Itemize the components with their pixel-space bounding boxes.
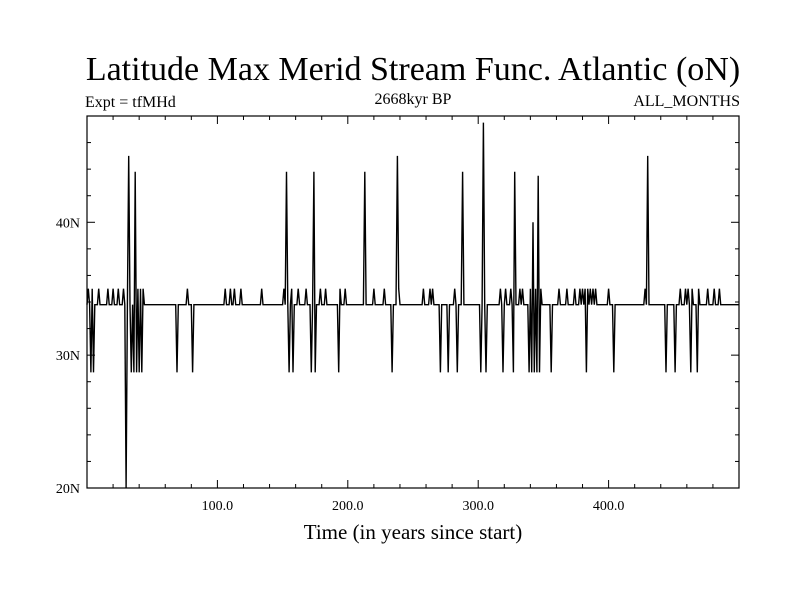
x-axis-label: Time (in years since start) bbox=[304, 520, 523, 544]
y-tick-label: 40N bbox=[56, 216, 80, 231]
chart-title: Latitude Max Merid Stream Func. Atlantic… bbox=[86, 51, 740, 88]
months-label: ALL_MONTHS bbox=[633, 93, 740, 110]
x-tick-label: 400.0 bbox=[593, 499, 625, 514]
x-tick-label: 300.0 bbox=[462, 499, 494, 514]
axis-ticks bbox=[87, 116, 739, 488]
y-tick-label: 20N bbox=[56, 482, 80, 497]
axis-tick-labels: 100.0 200.0 300.0 400.0 20N 30N 40N bbox=[56, 216, 624, 514]
x-tick-label: 100.0 bbox=[202, 499, 234, 514]
experiment-label: Expt = tfMHd bbox=[85, 94, 176, 111]
x-tick-label: 200.0 bbox=[332, 499, 364, 514]
y-tick-label: 30N bbox=[56, 349, 80, 364]
period-label: 2668kyr BP bbox=[375, 91, 452, 108]
stream-function-latitude-line bbox=[86, 122, 739, 489]
plot-frame bbox=[86, 115, 740, 489]
